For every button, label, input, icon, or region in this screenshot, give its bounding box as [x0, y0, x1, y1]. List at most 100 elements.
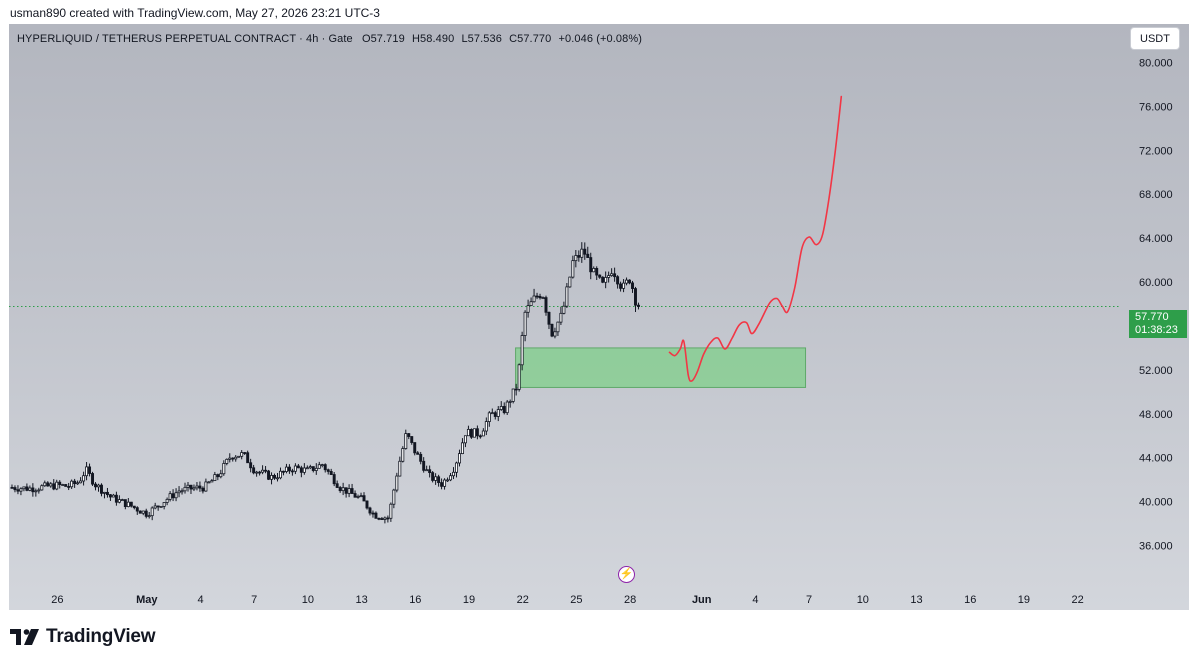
candle-down [123, 499, 127, 508]
candle-down [419, 453, 423, 462]
candle-up [401, 448, 405, 462]
y-tick-label: 64.000 [1139, 233, 1173, 245]
y-tick-label: 80.000 [1139, 57, 1173, 69]
candle-up [434, 476, 438, 481]
candle-up [574, 255, 578, 262]
y-tick-label: 68.000 [1139, 189, 1173, 201]
x-tick-label: 7 [251, 594, 257, 606]
candle-up [222, 463, 226, 475]
candle-down [437, 476, 441, 483]
candle-up [395, 475, 399, 491]
candle-up [22, 486, 26, 490]
candle-up [168, 493, 172, 500]
candle-down [469, 429, 473, 438]
candle-up [177, 490, 181, 494]
candle-up [237, 455, 241, 458]
x-tick-label: May [136, 594, 158, 606]
candle-up [484, 421, 488, 432]
candle-up [183, 486, 187, 492]
tradingview-logo[interactable]: TradingView [10, 626, 156, 648]
candle-down [46, 482, 50, 487]
x-tick-label: 19 [1018, 594, 1030, 606]
candle-up [604, 277, 608, 283]
candle-down [628, 279, 632, 284]
candle-up [559, 312, 563, 323]
candle-up [210, 480, 214, 483]
candle-up [523, 311, 527, 336]
candle-down [88, 466, 92, 474]
candle-up [458, 453, 461, 464]
candle-down [264, 469, 268, 472]
x-tick-label: 16 [409, 594, 421, 606]
candle-down [156, 505, 160, 508]
candle-up [270, 475, 274, 480]
candle-down [538, 295, 542, 299]
candle-up [341, 487, 345, 492]
candle-up [70, 480, 74, 488]
candle-down [94, 483, 97, 488]
candle-up [398, 460, 402, 477]
candle-down [502, 406, 506, 414]
candle-up [153, 505, 157, 509]
currency-button[interactable]: USDT [1130, 27, 1180, 50]
candle-down [616, 276, 620, 285]
candle-down [544, 297, 548, 313]
candle-down [431, 472, 435, 481]
candle-up [186, 484, 190, 488]
candle-up [204, 481, 208, 492]
candle-up [34, 490, 38, 493]
candle-up [162, 502, 166, 507]
candle-down [550, 323, 554, 337]
candle-up [625, 279, 629, 284]
candle-up [517, 364, 521, 390]
candle-up [126, 501, 130, 508]
candle-down [598, 274, 602, 278]
y-tick-label: 72.000 [1139, 145, 1173, 157]
y-tick-label: 44.000 [1139, 453, 1173, 465]
chart-panel[interactable]: 36.00040.00044.00048.00052.00056.00060.0… [9, 24, 1189, 610]
candle-down [91, 473, 95, 485]
candle-down [138, 510, 142, 514]
candle-up [496, 409, 500, 417]
candle-down [100, 484, 103, 494]
candle-up [556, 321, 560, 333]
candle-up [240, 452, 244, 457]
x-tick-label: 10 [857, 594, 869, 606]
candle-up [532, 295, 536, 303]
chart-canvas[interactable]: 36.00040.00044.00048.00052.00056.00060.0… [9, 24, 1189, 610]
x-tick-label: 4 [197, 594, 203, 606]
candle-down [108, 494, 112, 498]
candle-up [392, 489, 396, 505]
candle-down [335, 483, 339, 488]
candle-down [634, 288, 637, 306]
candle-down [595, 268, 599, 276]
x-tick-label: 13 [910, 594, 922, 606]
candle-down [350, 488, 354, 494]
bar-countdown-label: 01:38:23 [1135, 324, 1178, 336]
candle-up [443, 479, 447, 487]
candle-up [49, 483, 53, 487]
last-price-tag: 57.770 01:38:23 [1129, 310, 1187, 338]
candle-down [31, 487, 35, 493]
candle-down [514, 388, 518, 391]
candle-down [58, 481, 62, 485]
candle-up [76, 482, 80, 485]
candle-up [234, 456, 238, 460]
candle-up [308, 466, 312, 469]
candle-up [541, 297, 545, 300]
candle-up [356, 496, 360, 498]
candle-down [144, 510, 148, 517]
candle-down [326, 469, 330, 472]
candle-up [302, 467, 306, 473]
candle-down [311, 466, 315, 471]
candle-down [475, 428, 479, 437]
candle-up [320, 464, 324, 467]
lightning-icon[interactable]: ⚡ [618, 566, 635, 583]
candle-up [85, 466, 89, 477]
candle-down [52, 483, 56, 490]
candle-up [499, 406, 503, 410]
candle-up [520, 335, 524, 366]
close-value: C57.770 [509, 33, 552, 45]
candle-down [631, 282, 634, 289]
candle-up [82, 475, 86, 482]
